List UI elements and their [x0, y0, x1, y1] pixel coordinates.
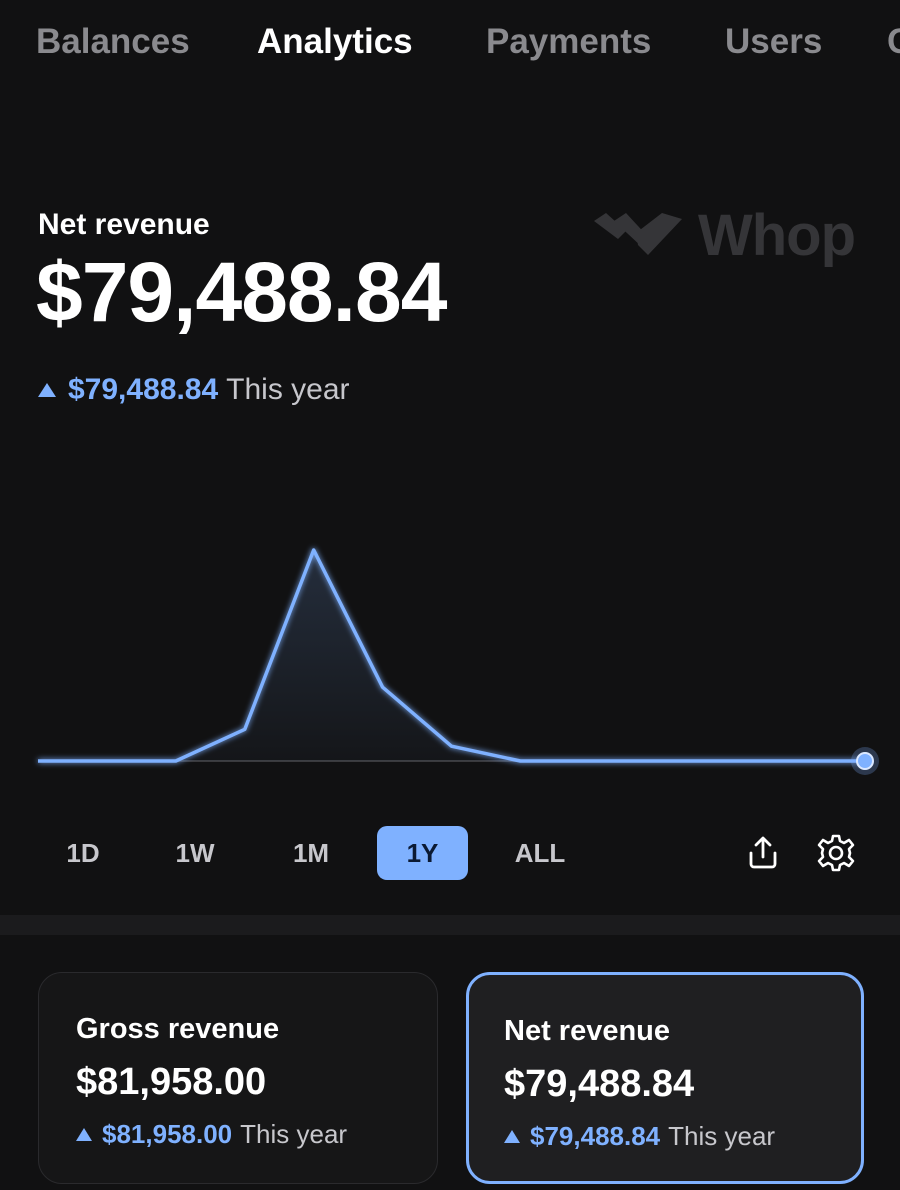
watermark-text: Whop — [698, 202, 856, 268]
card-delta: $81,958.00 This year — [76, 1119, 347, 1150]
tab-payments[interactable]: Payments — [486, 22, 652, 61]
chart-endpoint-marker[interactable] — [856, 752, 874, 770]
range-all-button[interactable]: ALL — [514, 837, 566, 868]
range-1w-button[interactable]: 1W — [175, 837, 215, 868]
triangle-up-icon — [38, 383, 56, 397]
whop-logo-icon — [594, 213, 682, 255]
net-revenue-card[interactable]: Net revenue $79,488.84 $79,488.84 This y… — [466, 972, 864, 1184]
tab-overflow[interactable]: C — [887, 22, 900, 61]
share-icon — [749, 836, 777, 869]
chart-series-line — [38, 548, 865, 763]
top-tabs: Balances Analytics Payments Users C — [0, 0, 900, 90]
chart-area — [38, 550, 865, 761]
card-delta-value: $79,488.84 — [530, 1121, 661, 1151]
card-delta-period: This year — [668, 1121, 776, 1151]
triangle-up-icon — [504, 1130, 520, 1143]
card-delta: $79,488.84 This year — [504, 1121, 775, 1152]
gross-revenue-card[interactable]: Gross revenue $81,958.00 $81,958.00 This… — [38, 972, 438, 1184]
card-delta-value: $81,958.00 — [102, 1119, 233, 1149]
section-divider — [0, 915, 900, 935]
card-delta-period: This year — [240, 1119, 348, 1149]
delta-value: $79,488.84 — [68, 373, 219, 406]
tab-analytics[interactable]: Analytics — [257, 22, 413, 61]
share-button[interactable] — [740, 830, 786, 876]
range-1m-button[interactable]: 1M — [292, 837, 330, 868]
range-1y-button[interactable]: 1Y — [377, 826, 468, 880]
net-revenue-amount: $79,488.84 — [36, 245, 447, 339]
tab-users[interactable]: Users — [725, 22, 823, 61]
revenue-chart — [38, 548, 879, 775]
card-amount: $79,488.84 — [504, 1063, 695, 1105]
delta-period: This year — [226, 373, 350, 406]
net-revenue-label: Net revenue — [38, 208, 210, 241]
range-1d-button[interactable]: 1D — [66, 837, 100, 868]
gear-icon — [817, 834, 855, 872]
whop-watermark: Whop — [592, 200, 872, 270]
triangle-up-icon — [76, 1128, 92, 1141]
net-revenue-delta: $79,488.84 This year — [38, 373, 350, 407]
settings-button[interactable] — [813, 830, 859, 876]
card-label: Net revenue — [504, 1015, 671, 1047]
card-amount: $81,958.00 — [76, 1061, 267, 1103]
tab-balances[interactable]: Balances — [36, 22, 190, 61]
card-label: Gross revenue — [76, 1013, 280, 1045]
